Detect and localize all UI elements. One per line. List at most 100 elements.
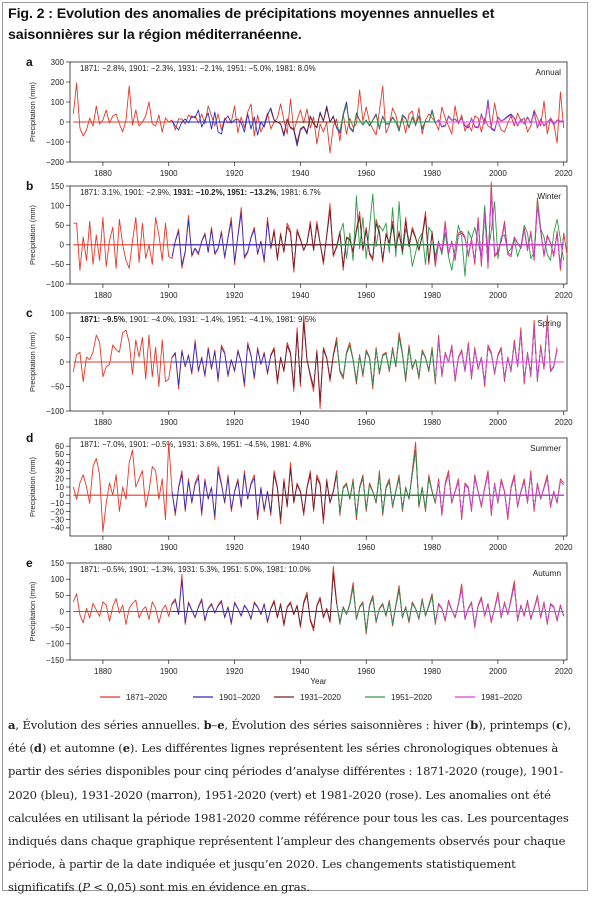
x-tick-label: 2000 xyxy=(489,418,507,427)
caption-letter-a: a xyxy=(8,718,16,732)
y-tick-label: 100 xyxy=(51,575,65,584)
trend-text: 1871: 3.1%, 1901: −2.9%, 1931: −10.2%, 1… xyxy=(80,188,321,197)
x-tick-label: 2020 xyxy=(555,418,573,427)
y-tick-label: −50 xyxy=(50,382,64,391)
x-tick-label: 1960 xyxy=(357,418,375,427)
panel-letter: e xyxy=(26,556,33,570)
x-tick-label: 1920 xyxy=(226,543,244,552)
x-tick-label: 1920 xyxy=(226,418,244,427)
y-tick-label: −20 xyxy=(50,507,64,516)
season-title: Winter xyxy=(537,192,561,201)
y-tick-label: −100 xyxy=(46,640,65,649)
y-tick-label: 50 xyxy=(55,450,64,459)
x-tick-label: 1960 xyxy=(357,169,375,178)
trend-text-significant: 1871: −9.5% xyxy=(80,315,125,324)
trend-text-segment: 1871: 3.1%, 1901: −2.9%, xyxy=(80,188,173,197)
y-axis-label: Precipitation (mm) xyxy=(28,457,37,517)
y-tick-label: 0 xyxy=(60,241,65,250)
series-line-1871-2020 xyxy=(72,565,565,635)
series-line-1951-2020 xyxy=(336,193,565,277)
x-tick-label: 1940 xyxy=(291,169,309,178)
y-tick-label: 0 xyxy=(60,607,65,616)
panel-letter: b xyxy=(26,179,33,193)
y-tick-label: 300 xyxy=(51,58,65,67)
x-tick-label: 1940 xyxy=(291,543,309,552)
x-tick-label: 1940 xyxy=(291,418,309,427)
y-tick-label: −150 xyxy=(46,656,65,665)
x-tick-label: 1980 xyxy=(423,169,441,178)
y-tick-label: 100 xyxy=(51,309,65,318)
y-tick-label: 0 xyxy=(60,358,65,367)
season-title: Annual xyxy=(536,68,562,77)
x-tick-label: 1980 xyxy=(423,291,441,300)
y-axis-label: Precipitation (mm) xyxy=(28,205,37,265)
panel-letter: d xyxy=(26,431,33,445)
x-tick-label: 1960 xyxy=(357,543,375,552)
legend-label: 1951–2020 xyxy=(391,693,432,702)
x-tick-label: 2000 xyxy=(489,291,507,300)
x-tick-label: 1880 xyxy=(94,291,112,300)
y-tick-label: −50 xyxy=(50,623,64,632)
y-axis-label: Precipitation (mm) xyxy=(28,332,37,392)
y-tick-label: 50 xyxy=(55,333,64,342)
x-tick-label: 1940 xyxy=(291,667,309,676)
y-tick-label: 0 xyxy=(60,491,65,500)
x-tick-label: 1980 xyxy=(423,418,441,427)
y-tick-label: 10 xyxy=(55,483,64,492)
trend-text-significant: 1931: −10.2%, 1951: −13.2% xyxy=(173,188,276,197)
series-line-1951-2020 xyxy=(336,585,565,632)
plot-frame xyxy=(69,185,568,285)
caption-letter-b: b xyxy=(203,718,212,732)
x-axis-label: Year xyxy=(310,677,327,686)
series-line-1931-2020 xyxy=(270,572,565,632)
y-tick-label: −40 xyxy=(50,524,64,533)
y-tick-label: 100 xyxy=(51,201,65,210)
x-tick-label: 1900 xyxy=(160,667,178,676)
x-tick-label: 1960 xyxy=(357,667,375,676)
legend-label: 1931–2020 xyxy=(300,693,341,702)
caption-text: ), été ( xyxy=(8,718,571,756)
x-tick-label: 1900 xyxy=(160,169,178,178)
x-tick-label: 2000 xyxy=(489,169,507,178)
y-tick-label: 200 xyxy=(51,78,65,87)
legend-label: 1901–2020 xyxy=(219,693,260,702)
series-line-1871-2020 xyxy=(72,82,565,154)
y-tick-label: 30 xyxy=(55,466,64,475)
panel-b: b −100 −50 0 50 100 150 1880 1900 1920 1940 1960 198… xyxy=(26,179,573,300)
y-tick-label: 0 xyxy=(60,118,65,127)
season-title: Spring xyxy=(537,319,561,328)
trend-text-segment: 1871: −2.8%, 1901: −2.3%, 1931: −2.1%, 1… xyxy=(80,64,316,73)
y-tick-label: −10 xyxy=(50,499,64,508)
y-tick-label: −100 xyxy=(46,138,65,147)
caption-letter-e: e xyxy=(122,741,130,756)
x-tick-label: 2000 xyxy=(489,543,507,552)
series-line-1981-2020 xyxy=(434,321,558,384)
series-line-1981-2020 xyxy=(434,191,565,267)
caption-text: , Évolution des séries annuelles. xyxy=(15,718,204,732)
season-title: Autumn xyxy=(533,569,562,578)
series-line-1931-2020 xyxy=(270,449,564,520)
caption-letter-c: c xyxy=(556,718,564,732)
caption-text: ). Les différentes lignes représentent l… xyxy=(8,741,569,895)
trend-text: 1871: −9.5%, 1901: −4.0%, 1931: −1.4%, 1… xyxy=(80,315,316,324)
x-tick-label: 1920 xyxy=(226,667,244,676)
y-tick-label: 100 xyxy=(51,98,65,107)
x-tick-label: 1900 xyxy=(160,418,178,427)
caption-text: < 0,05) sont mis en évidence en gras. xyxy=(89,880,310,895)
y-axis-label: Precipitation (mm) xyxy=(28,582,37,642)
trend-text: 1871: −7.0%, 1901: −0.5%, 1931: 3.6%, 19… xyxy=(80,440,311,449)
y-tick-label: 50 xyxy=(55,591,64,600)
y-tick-label: 150 xyxy=(51,182,65,191)
x-tick-label: 1940 xyxy=(291,291,309,300)
x-tick-label: 1880 xyxy=(94,169,112,178)
panel-e: e −150 −100 −50 0 50 100 150 1880 1900 1920 1940 196… xyxy=(26,556,573,686)
caption-text: – xyxy=(211,718,218,732)
y-tick-label: 20 xyxy=(55,475,64,484)
panel-a: a −200 −100 0 100 200 300 1880 1900 1920 1940 1960 1… xyxy=(26,55,573,178)
series-line-1981-2020 xyxy=(434,473,564,517)
y-tick-label: −200 xyxy=(46,158,65,167)
legend-label: 1981–2020 xyxy=(481,693,522,702)
x-tick-label: 2020 xyxy=(555,169,573,178)
trend-text: 1871: −0.5%, 1901: −1.3%, 1931: 5.3%, 19… xyxy=(80,565,311,574)
